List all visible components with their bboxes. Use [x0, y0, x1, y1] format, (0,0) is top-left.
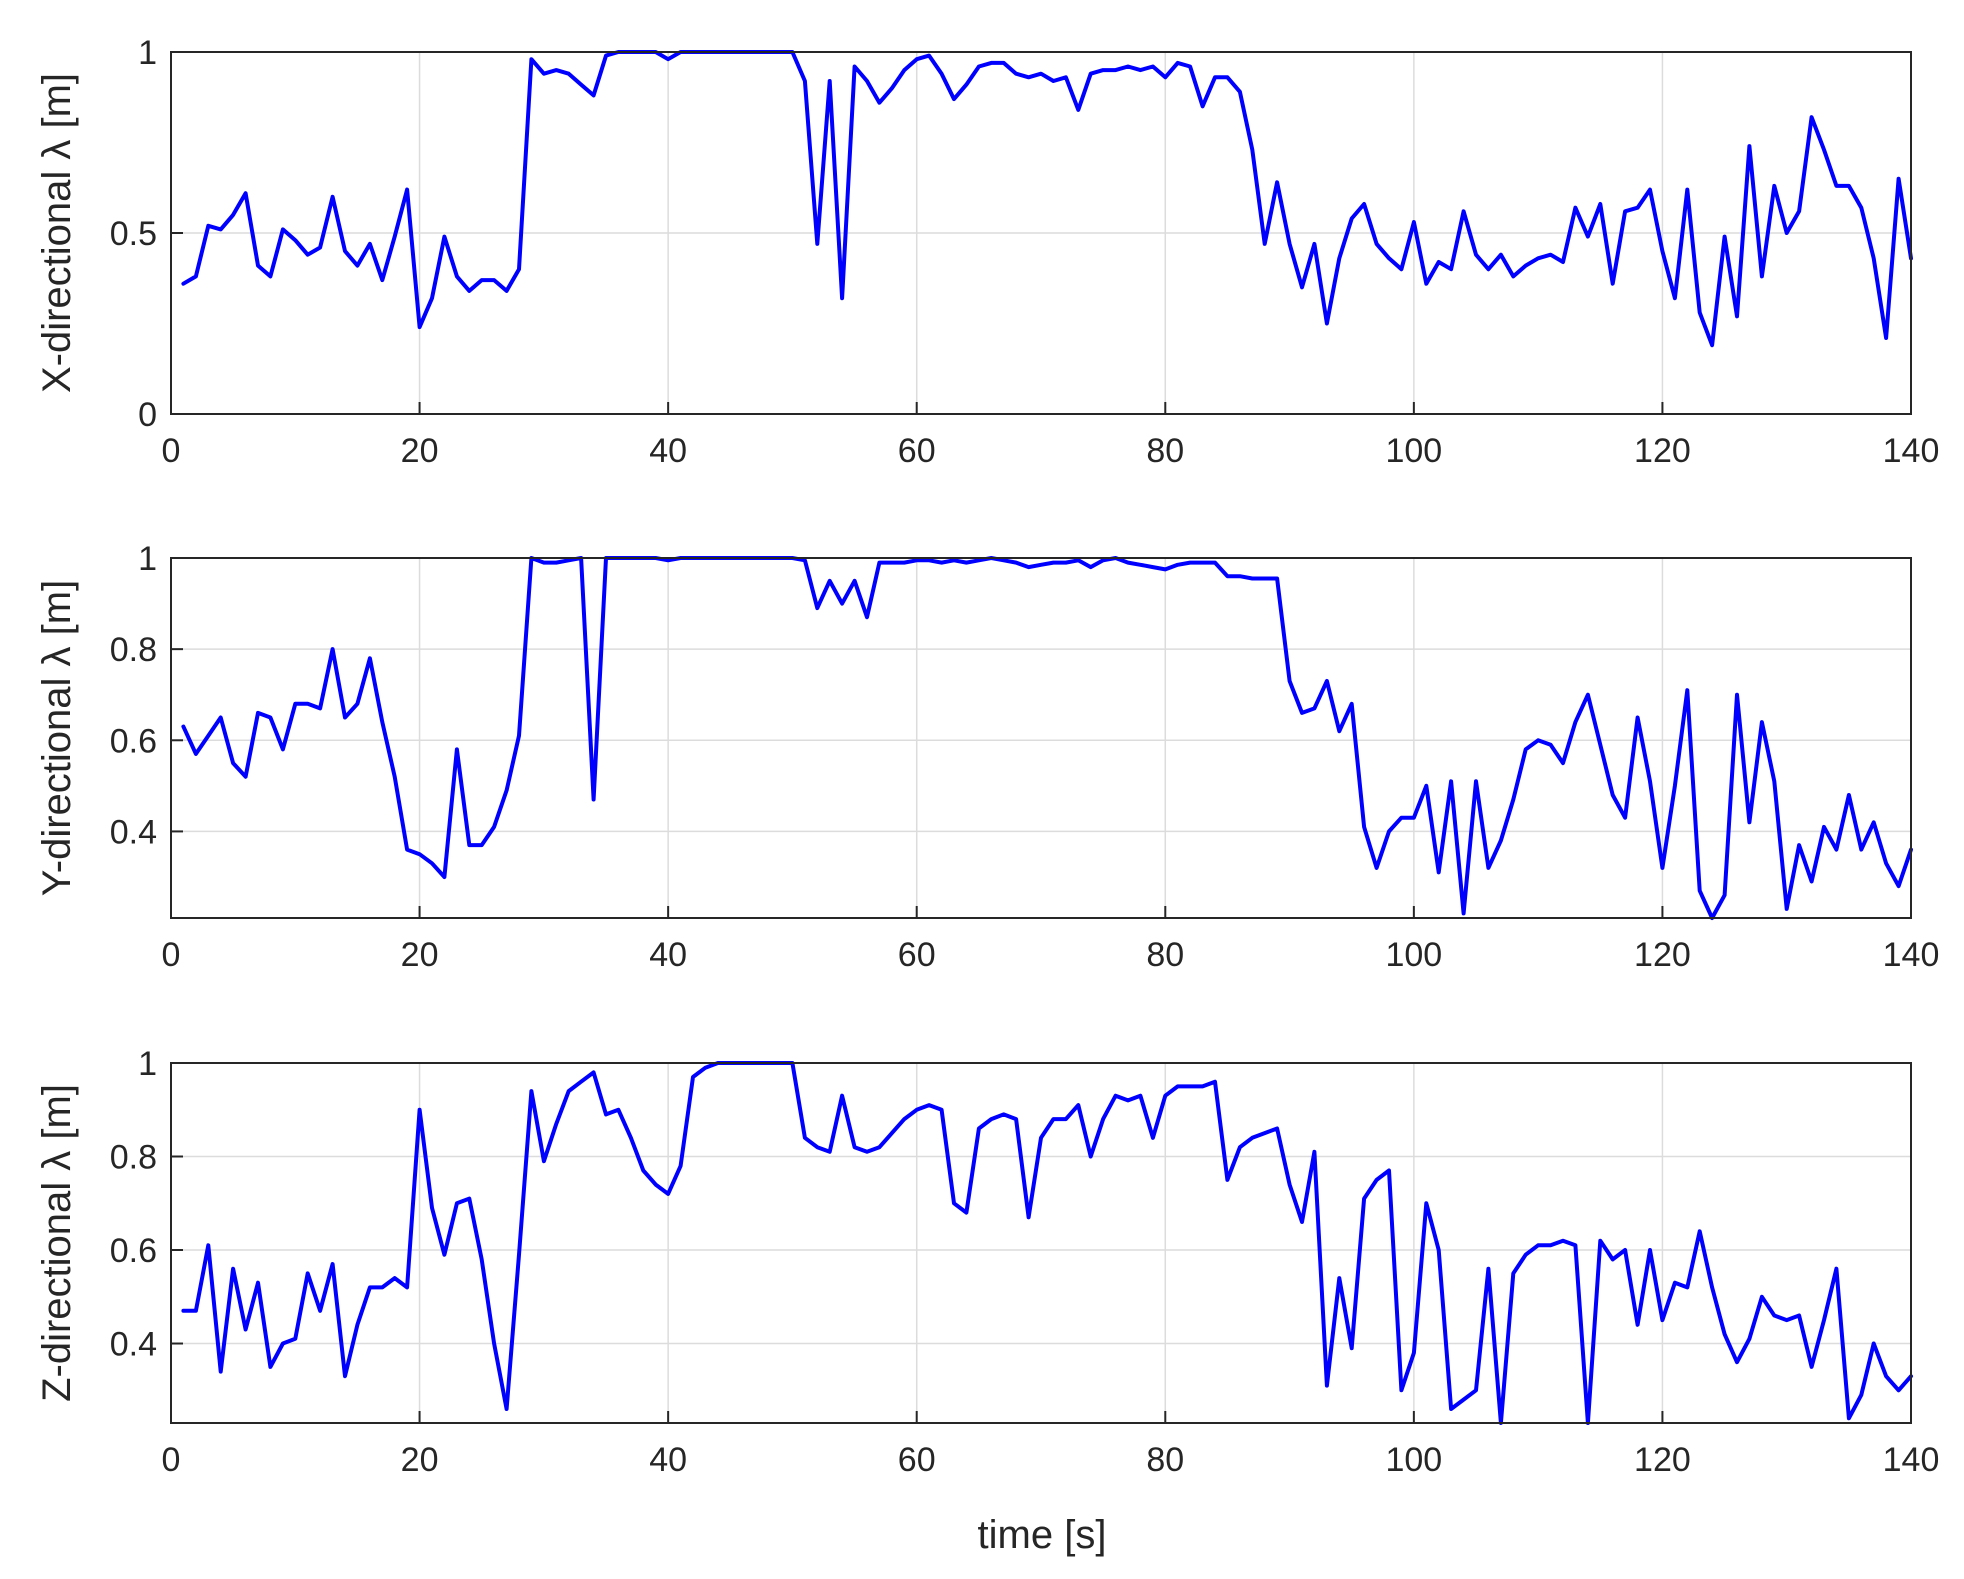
x-tick-label: 100 [1385, 432, 1442, 470]
z-directional-y-axis-label: Z-directional λ [m] [35, 1084, 79, 1402]
x-tick-label: 140 [1883, 1441, 1940, 1479]
x-tick-label: 40 [649, 432, 687, 470]
x-tick-label: 80 [1146, 1441, 1184, 1479]
x-directional-series-line [181, 50, 1913, 348]
x-tick-label: 60 [898, 936, 936, 974]
y-tick-label: 0.6 [110, 1232, 157, 1270]
y-tick-label: 1 [138, 1045, 157, 1083]
x-directional-y-axis-label: X-directional λ [m] [35, 73, 79, 393]
y-directional-panel: 0 20 40 60 80 100 120 140 0.4 0.6 0.8 1 Y-directiona… [35, 540, 1939, 974]
x-tick-label: 0 [162, 936, 181, 974]
y-tick-label: 1 [138, 34, 157, 72]
x-tick-label: 140 [1883, 936, 1940, 974]
x-tick-label: 0 [162, 1441, 181, 1479]
x-tick-label: 100 [1385, 936, 1442, 974]
y-tick-label: 0.6 [110, 722, 157, 760]
y-directional-series-line [181, 556, 1913, 920]
x-tick-label: 80 [1146, 432, 1184, 470]
y-directional-y-axis-label: Y-directional λ [m] [35, 580, 79, 896]
x-tick-label: 80 [1146, 936, 1184, 974]
x-tick-label: 60 [898, 1441, 936, 1479]
x-tick-label: 60 [898, 432, 936, 470]
x-tick-label: 40 [649, 936, 687, 974]
y-tick-label: 0 [138, 396, 157, 434]
x-tick-label: 0 [162, 432, 181, 470]
y-tick-label: 1 [138, 540, 157, 578]
y-tick-label: 0.4 [110, 1326, 157, 1364]
x-tick-label: 100 [1385, 1441, 1442, 1479]
axes-box [170, 51, 1912, 415]
z-directional-panel: 0 20 40 60 80 100 120 140 0.4 0.6 0.8 1 Z-directiona… [35, 1045, 1939, 1479]
x-tick-label: 20 [401, 432, 439, 470]
y-tick-label: 0.8 [110, 1139, 157, 1177]
x-tick-label: 20 [401, 936, 439, 974]
z-directional-series-line [181, 1061, 1913, 1425]
x-tick-label: 120 [1634, 936, 1691, 974]
x-tick-label: 20 [401, 1441, 439, 1479]
y-tick-label: 0.8 [110, 631, 157, 669]
x-tick-label: 140 [1883, 432, 1940, 470]
x-axis-label: time [s] [978, 1513, 1107, 1557]
x-tick-label: 120 [1634, 1441, 1691, 1479]
x-tick-label: 120 [1634, 432, 1691, 470]
y-tick-label: 0.5 [110, 215, 157, 253]
axes-box [170, 1062, 1912, 1424]
x-tick-label: 40 [649, 1441, 687, 1479]
y-tick-label: 0.4 [110, 813, 157, 851]
axes-box [170, 557, 1912, 919]
x-directional-panel: 0 20 40 60 80 100 120 140 0 0.5 1 X-directional λ [… [35, 34, 1939, 470]
